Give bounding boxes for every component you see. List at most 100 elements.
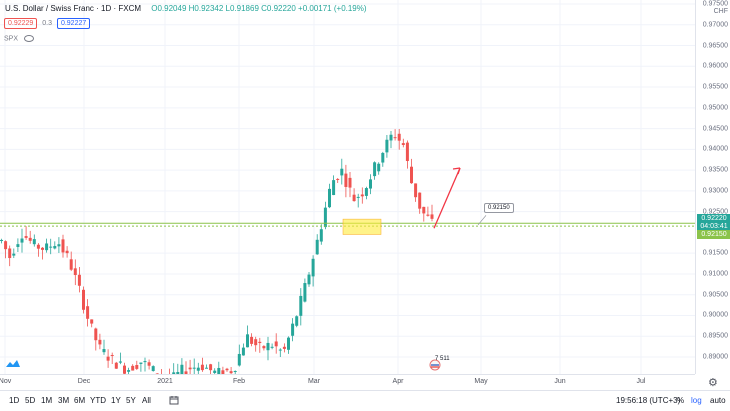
- range-button-all[interactable]: All: [142, 396, 151, 405]
- clock-display[interactable]: 19:56:18 (UTC+3): [616, 396, 681, 405]
- price-tick-label: 0.96000: [702, 62, 728, 70]
- candle-body: [328, 188, 331, 208]
- range-button-1d[interactable]: 1D: [9, 396, 20, 405]
- percent-toggle[interactable]: %: [677, 396, 685, 405]
- price-tick-label: 0.97500: [702, 0, 728, 8]
- candle-body: [196, 367, 200, 371]
- log-toggle[interactable]: log: [691, 396, 702, 405]
- candle-body: [266, 342, 270, 351]
- range-button-5d[interactable]: 5D: [25, 396, 36, 405]
- candle-body: [397, 133, 401, 141]
- candle-body: [311, 258, 315, 277]
- range-button-3m[interactable]: 3M: [58, 396, 70, 405]
- candle-body: [143, 361, 147, 363]
- candle-body: [205, 367, 208, 369]
- range-button-6m[interactable]: 6M: [74, 396, 86, 405]
- candle-body: [32, 239, 36, 245]
- candle-body: [57, 244, 61, 247]
- candle-body: [254, 339, 258, 346]
- candle-body: [307, 274, 311, 285]
- forecast-arrow: [433, 167, 461, 229]
- indicator-row: SPX: [4, 35, 34, 42]
- candle-body: [73, 268, 77, 276]
- candle-body: [278, 349, 282, 351]
- price-tick-label: 0.97000: [702, 21, 728, 29]
- range-button-1y[interactable]: 1Y: [111, 396, 121, 405]
- event-flag[interactable]: 7 511: [426, 356, 452, 371]
- gear-icon[interactable]: ⚙: [708, 377, 718, 389]
- candle-body: [82, 289, 85, 310]
- price-tick-label: 0.95500: [702, 83, 728, 91]
- candle-body: [213, 370, 217, 373]
- price-tick-label: 0.91000: [702, 270, 728, 278]
- candle-body: [389, 134, 393, 141]
- spread-value: 0.3: [42, 20, 52, 27]
- candle-body: [291, 323, 295, 336]
- indicator-label[interactable]: SPX: [4, 35, 19, 43]
- eye-icon[interactable]: [23, 35, 34, 42]
- candle-body: [262, 346, 266, 349]
- symbol-legend: U.S. Dollar / Swiss Franc · 1D · FXCM O0…: [5, 4, 367, 13]
- candlestick-chart[interactable]: [0, 0, 695, 374]
- auto-toggle[interactable]: auto: [710, 396, 726, 405]
- range-calendar-icon[interactable]: [169, 395, 179, 405]
- candle-body: [352, 194, 356, 202]
- price-tick-label: 0.92500: [702, 208, 728, 216]
- quote-row: 0.92229 0.3 0.92227: [4, 18, 91, 29]
- flag-icon: [429, 359, 441, 371]
- candle-body: [422, 206, 426, 214]
- candle-body: [274, 341, 278, 347]
- candle-body: [229, 371, 233, 374]
- range-button-1m[interactable]: 1M: [41, 396, 53, 405]
- candle-body: [106, 356, 110, 361]
- candle-body: [217, 367, 221, 374]
- candle-body: [364, 188, 368, 196]
- candle-body: [233, 371, 237, 373]
- candle-body: [336, 178, 340, 180]
- chart-plot-area[interactable]: [0, 0, 695, 374]
- price-tick-label: 0.95000: [702, 104, 728, 112]
- candle-body: [90, 319, 94, 324]
- symbol-title[interactable]: U.S. Dollar / Swiss Franc · 1D · FXCM: [5, 4, 142, 13]
- candle-body: [237, 353, 241, 366]
- candle-body: [172, 372, 176, 374]
- candle-body: [332, 180, 336, 196]
- candle-body: [369, 179, 372, 189]
- price-tick-label: 0.90500: [702, 291, 728, 299]
- time-tick-label: Mar: [307, 378, 321, 385]
- candle-body: [225, 368, 229, 371]
- buy-price-button[interactable]: 0.92227: [56, 18, 91, 29]
- candle-body: [0, 239, 3, 241]
- candle-body: [41, 247, 44, 250]
- range-button-5y[interactable]: 5Y: [126, 396, 136, 405]
- candle-body: [377, 163, 381, 172]
- candle-body: [118, 361, 122, 363]
- event-count: 7 511: [435, 356, 450, 362]
- candle-body: [209, 364, 213, 371]
- candle-body: [381, 152, 385, 163]
- price-tick-label: 0.94000: [702, 145, 728, 153]
- candle-body: [401, 143, 405, 145]
- candle-body: [385, 139, 389, 153]
- candle-body: [246, 334, 249, 348]
- sell-price-button[interactable]: 0.92229: [4, 18, 38, 29]
- candle-body: [135, 364, 139, 369]
- candle-body: [188, 367, 192, 370]
- price-callout[interactable]: 0.92150: [484, 203, 514, 213]
- candle-body: [340, 168, 344, 176]
- callout-leader: [477, 215, 487, 226]
- candle-body: [127, 370, 131, 372]
- time-axis[interactable]: Nov Dec 2021 Feb Mar Apr May Jun Jul: [0, 374, 695, 391]
- range-button-ytd[interactable]: YTD: [90, 396, 106, 405]
- highlight-zone: [342, 218, 382, 235]
- candle-body: [49, 246, 53, 248]
- currency-unit: CHF: [713, 8, 728, 15]
- candle-body: [241, 347, 245, 356]
- price-tick-label: 0.93500: [702, 166, 728, 174]
- candle-body: [250, 336, 254, 344]
- candle-body: [344, 173, 348, 187]
- candle-body: [151, 366, 155, 371]
- candle-body: [147, 362, 151, 366]
- candle-body: [373, 162, 377, 177]
- price-axis[interactable]: CHF 0.97500 0.97000 0.96500 0.96000 0.95500 0…: [695, 0, 730, 374]
